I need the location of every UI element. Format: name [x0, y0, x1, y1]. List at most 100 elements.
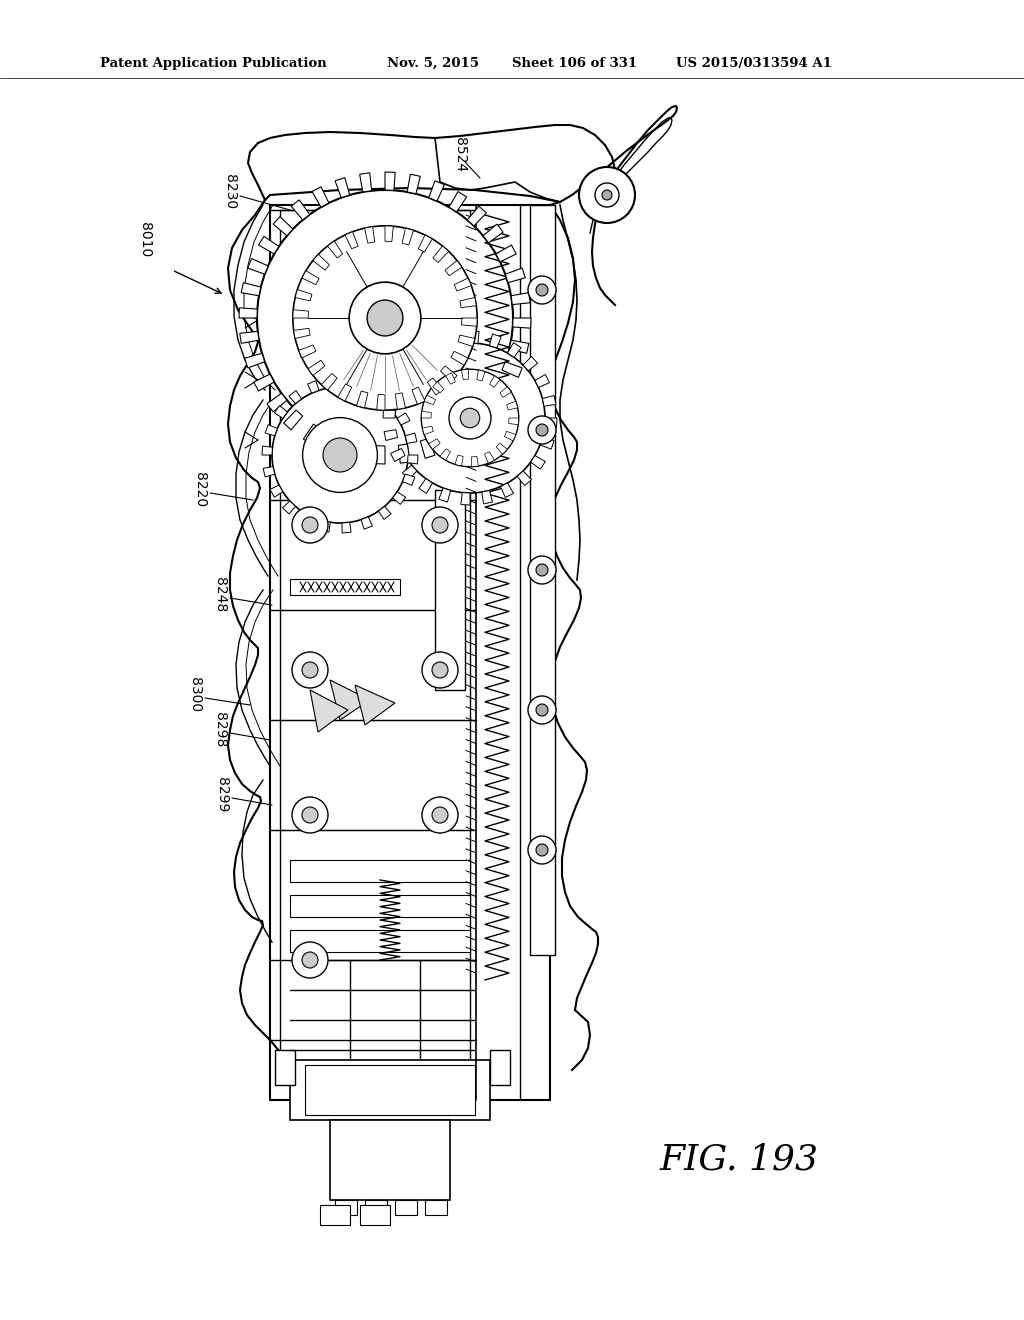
Text: FIG. 193: FIG. 193: [660, 1143, 819, 1177]
Polygon shape: [509, 341, 528, 354]
Polygon shape: [402, 465, 417, 479]
Polygon shape: [307, 380, 319, 393]
Polygon shape: [356, 391, 368, 408]
Polygon shape: [248, 259, 268, 275]
Polygon shape: [481, 491, 493, 504]
Bar: [290, 931, 470, 952]
Polygon shape: [419, 479, 432, 494]
Polygon shape: [467, 206, 486, 226]
Polygon shape: [441, 429, 458, 449]
Polygon shape: [242, 282, 261, 296]
Polygon shape: [321, 521, 331, 532]
Polygon shape: [308, 360, 325, 375]
Circle shape: [422, 652, 458, 688]
Polygon shape: [449, 191, 467, 213]
Circle shape: [323, 438, 357, 473]
Polygon shape: [412, 387, 425, 404]
Circle shape: [528, 556, 556, 583]
Polygon shape: [439, 488, 451, 502]
Polygon shape: [462, 370, 469, 380]
Circle shape: [432, 663, 449, 678]
Polygon shape: [355, 685, 395, 725]
Bar: [270, 205, 550, 1100]
Polygon shape: [240, 331, 259, 343]
Text: 8524: 8524: [453, 137, 467, 173]
Polygon shape: [433, 246, 449, 263]
Polygon shape: [291, 199, 310, 220]
Bar: [335, 1200, 357, 1214]
Polygon shape: [313, 255, 330, 271]
Circle shape: [292, 942, 328, 978]
Polygon shape: [270, 484, 283, 498]
Polygon shape: [390, 449, 406, 462]
Polygon shape: [262, 446, 272, 455]
Polygon shape: [328, 242, 343, 257]
Polygon shape: [345, 232, 358, 248]
Bar: [290, 895, 470, 917]
Polygon shape: [329, 378, 338, 388]
Polygon shape: [395, 393, 406, 409]
Polygon shape: [429, 438, 440, 449]
Polygon shape: [427, 378, 442, 395]
Polygon shape: [338, 384, 351, 401]
Circle shape: [367, 300, 402, 335]
Circle shape: [302, 807, 318, 822]
Circle shape: [536, 843, 548, 855]
Polygon shape: [397, 413, 410, 425]
Polygon shape: [505, 432, 516, 441]
Circle shape: [528, 836, 556, 865]
Polygon shape: [386, 387, 400, 399]
Polygon shape: [392, 492, 406, 504]
Polygon shape: [471, 457, 478, 467]
Bar: [395, 1200, 417, 1214]
Bar: [305, 1065, 475, 1115]
Text: 8299: 8299: [215, 777, 229, 813]
Polygon shape: [489, 334, 501, 348]
Bar: [280, 210, 470, 1060]
Polygon shape: [349, 378, 359, 389]
Polygon shape: [265, 425, 278, 436]
Circle shape: [536, 284, 548, 296]
Polygon shape: [489, 376, 500, 387]
Polygon shape: [293, 310, 308, 318]
Polygon shape: [284, 411, 303, 430]
Polygon shape: [263, 466, 274, 477]
Circle shape: [528, 696, 556, 723]
Polygon shape: [302, 271, 319, 285]
Polygon shape: [535, 375, 550, 388]
Circle shape: [302, 517, 318, 533]
Polygon shape: [379, 507, 391, 519]
Polygon shape: [424, 395, 435, 405]
Bar: [319, 1205, 350, 1225]
Polygon shape: [361, 517, 373, 529]
Circle shape: [602, 190, 612, 201]
Polygon shape: [408, 174, 420, 194]
Circle shape: [528, 416, 556, 444]
Circle shape: [422, 797, 458, 833]
Polygon shape: [419, 235, 432, 252]
Polygon shape: [239, 308, 257, 318]
Text: 8298: 8298: [213, 713, 227, 747]
Circle shape: [257, 190, 513, 446]
Polygon shape: [254, 374, 274, 391]
Circle shape: [292, 507, 328, 543]
Circle shape: [460, 408, 480, 428]
Text: 8300: 8300: [188, 677, 202, 713]
Polygon shape: [508, 343, 521, 358]
Polygon shape: [421, 412, 431, 418]
Bar: [290, 861, 470, 882]
Polygon shape: [385, 396, 397, 409]
Bar: [425, 1200, 447, 1214]
Circle shape: [422, 507, 458, 543]
Polygon shape: [458, 335, 475, 346]
Polygon shape: [505, 268, 525, 282]
Polygon shape: [369, 384, 380, 397]
Text: 8220: 8220: [193, 473, 207, 508]
Polygon shape: [303, 424, 321, 445]
Polygon shape: [294, 329, 310, 338]
Polygon shape: [440, 366, 457, 381]
Polygon shape: [447, 333, 459, 346]
Polygon shape: [462, 318, 477, 326]
Polygon shape: [274, 405, 288, 418]
Polygon shape: [402, 474, 415, 486]
